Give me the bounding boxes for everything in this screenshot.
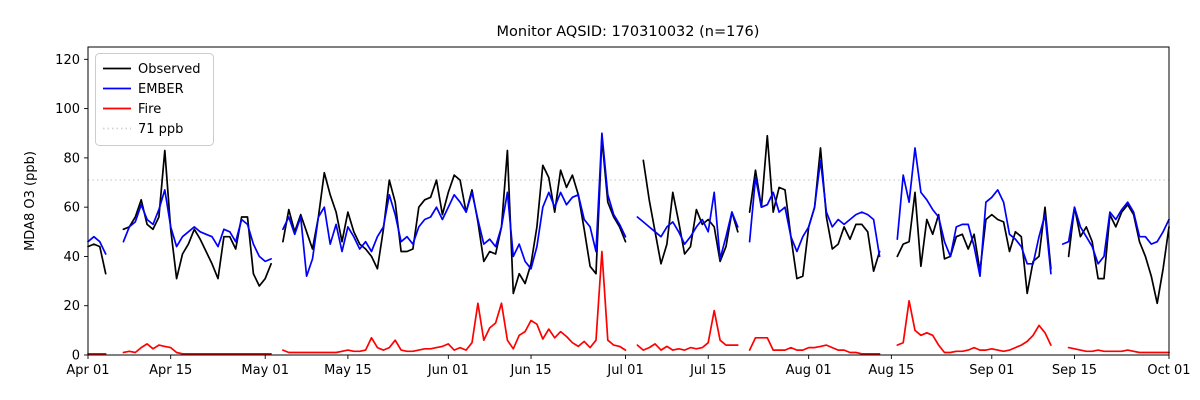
y-tick-label: 120 [55,53,80,68]
plot-border [87,46,1170,356]
x-tick-label: May 15 [324,363,372,378]
y-tick-label: 20 [63,299,80,314]
x-tick-label: Aug 15 [868,363,914,378]
x-tick-label: Oct 01 [1147,363,1190,378]
x-axis: Apr 01 Apr 15 May 01 May 15 Jun 01 Jun 15 Jul … [66,355,1191,378]
x-tick-label: Jun 01 [427,363,469,378]
chart-title: Monitor AQSID: 170310032 (n=176) [497,24,760,40]
y-tick-label: 60 [63,201,80,216]
y-axis-label: MDA8 O3 (ppb) [23,151,38,251]
legend: Observed EMBER Fire 71 ppb [95,53,214,146]
ember-line [87,132,1170,278]
y-axis: 0 20 40 60 80 100 120 [55,53,88,364]
y-tick-label: 0 [72,349,80,364]
y-tick-label: 100 [55,102,80,117]
x-tick-label: Aug 01 [786,363,832,378]
x-tick-label: Apr 01 [66,363,109,378]
y-tick-label: 40 [63,250,80,265]
x-tick-label: Apr 15 [149,363,192,378]
legend-box [95,53,214,146]
fire-line [87,250,1170,355]
plot-area: 0 20 40 60 80 100 120 Apr 01 Apr 15 May 01 May 15 J… [55,46,1191,378]
legend-item-label: Fire [138,102,161,117]
x-tick-label: Sep 01 [969,363,1014,378]
x-tick-label: May 01 [241,363,289,378]
y-tick-label: 80 [63,151,80,166]
x-tick-label: Sep 15 [1052,363,1097,378]
legend-item-label: Observed [138,62,201,77]
x-tick-label: Jun 15 [510,363,552,378]
legend-item-label: 71 ppb [138,122,183,137]
x-tick-label: Jul 15 [689,363,726,378]
x-tick-label: Jul 01 [606,363,643,378]
legend-item-label: EMBER [138,82,184,97]
